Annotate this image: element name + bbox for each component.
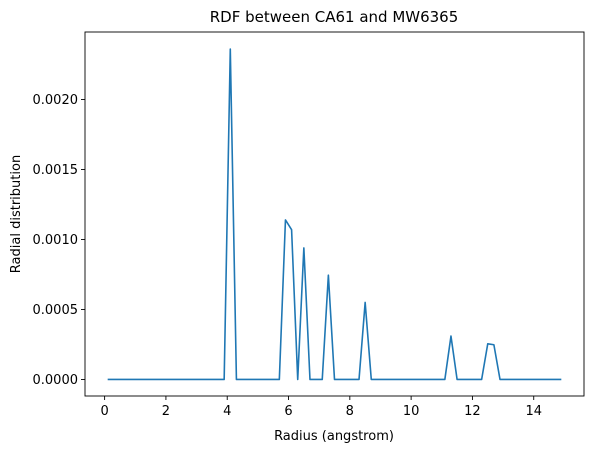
- x-tick-label: 8: [346, 404, 354, 419]
- x-tick-label: 6: [284, 404, 292, 419]
- y-axis-label: Radial distribution: [9, 155, 24, 273]
- y-tick-label: 0.0005: [33, 303, 79, 318]
- x-axis-label: Radius (angstrom): [274, 429, 394, 444]
- x-tick-label: 0: [100, 404, 108, 419]
- y-tick-label: 0.0015: [33, 163, 79, 178]
- x-tick-label: 14: [525, 404, 542, 419]
- y-tick-label: 0.0010: [33, 233, 79, 248]
- chart-title: RDF between CA61 and MW6365: [210, 8, 459, 26]
- y-tick-label: 0.0000: [33, 373, 79, 388]
- x-tick-label: 4: [223, 404, 231, 419]
- x-axis: 0 2 4 6 8 10 12 14: [100, 396, 542, 419]
- rdf-series-line: [107, 48, 562, 381]
- x-tick-label: 10: [403, 404, 420, 419]
- plot-frame: [84, 31, 585, 397]
- y-tick-label: 0.0020: [33, 93, 79, 108]
- x-tick-label: 2: [162, 404, 170, 419]
- plot-line-group: [107, 48, 562, 381]
- x-tick-label: 12: [464, 404, 481, 419]
- y-axis: 0.0000 0.0005 0.0010 0.0015 0.0020: [33, 93, 85, 388]
